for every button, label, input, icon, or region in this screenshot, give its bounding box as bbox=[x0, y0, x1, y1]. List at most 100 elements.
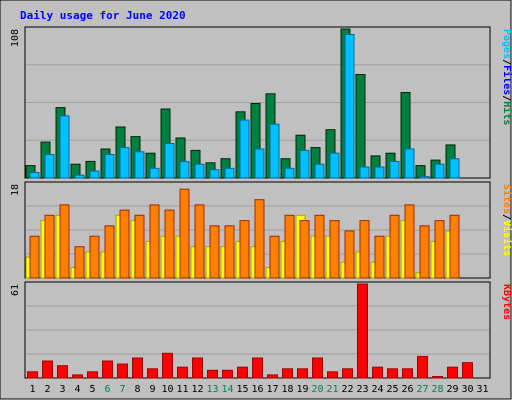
bar-files bbox=[104, 154, 115, 179]
bar-kbytes bbox=[402, 368, 413, 379]
bar-sites bbox=[44, 214, 55, 279]
bar-sites bbox=[224, 225, 235, 279]
side-label-part: KBytes bbox=[501, 284, 512, 320]
panel-side-label: Pages/Files/Hits bbox=[501, 29, 512, 125]
x-tick-label: 13 bbox=[206, 384, 218, 395]
x-tick-label: 18 bbox=[281, 384, 293, 395]
bar-sites bbox=[59, 204, 70, 279]
x-axis-labels: 1 2 3 4 5 6 7 8 9 10 11 12 13 14 15 16 17 18 19 20 21 22 23 24 2… bbox=[29, 384, 488, 395]
bar-files bbox=[74, 174, 85, 179]
bar-sites bbox=[329, 220, 340, 279]
x-tick-label: 22 bbox=[341, 384, 353, 395]
x-tick-label: 7 bbox=[119, 384, 125, 395]
bar-kbytes bbox=[162, 352, 173, 379]
bar-files bbox=[254, 148, 265, 179]
x-tick-label: 5 bbox=[89, 384, 95, 395]
bar-sites bbox=[299, 220, 310, 279]
panel-kbytes: 61 KBytes bbox=[10, 281, 512, 379]
bar-files bbox=[374, 166, 385, 179]
bar-files bbox=[299, 149, 310, 179]
bar-files bbox=[329, 152, 340, 179]
bar-kbytes bbox=[432, 376, 443, 379]
bar-kbytes bbox=[222, 369, 233, 379]
bar-sites bbox=[374, 235, 385, 279]
x-tick-label: 23 bbox=[356, 384, 368, 395]
x-tick-label: 2 bbox=[44, 384, 50, 395]
chart-panels: 108 Pages/Files/Hits 18 Sites/Visits 61 KByte… bbox=[10, 26, 512, 379]
bar-kbytes bbox=[147, 368, 158, 379]
bar-files bbox=[134, 151, 145, 179]
panel-max-label: 61 bbox=[10, 284, 21, 296]
bar-kbytes bbox=[252, 357, 263, 379]
bar-files bbox=[194, 163, 205, 179]
x-tick-label: 4 bbox=[74, 384, 80, 395]
bar-sites bbox=[89, 235, 100, 279]
bar-sites bbox=[194, 204, 205, 279]
bar-hits bbox=[355, 74, 366, 179]
bar-kbytes bbox=[132, 357, 143, 379]
bar-files bbox=[314, 163, 325, 179]
x-tick-label: 28 bbox=[431, 384, 443, 395]
x-tick-label: 27 bbox=[416, 384, 428, 395]
x-tick-label: 19 bbox=[296, 384, 308, 395]
bar-files bbox=[59, 115, 70, 179]
bar-kbytes bbox=[87, 371, 98, 379]
bar-files bbox=[239, 119, 250, 179]
side-label-part: Sites bbox=[501, 184, 512, 214]
x-tick-label: 14 bbox=[221, 384, 233, 395]
bar-kbytes bbox=[117, 363, 128, 379]
bar-files bbox=[164, 143, 175, 179]
bar-kbytes bbox=[267, 374, 278, 379]
bar-files bbox=[269, 123, 280, 179]
bar-files bbox=[449, 158, 460, 179]
x-tick-label: 25 bbox=[386, 384, 398, 395]
bar-sites bbox=[449, 214, 460, 279]
bar-sites bbox=[134, 214, 145, 279]
bar-kbytes bbox=[282, 368, 293, 379]
chart-title: Daily usage for June 2020 bbox=[20, 9, 186, 22]
bar-kbytes bbox=[177, 366, 188, 379]
bar-kbytes bbox=[327, 371, 338, 379]
bar-sites bbox=[389, 214, 400, 279]
bar-files bbox=[284, 167, 295, 179]
bar-kbytes bbox=[72, 374, 83, 379]
bar-kbytes bbox=[417, 355, 428, 379]
bar-kbytes bbox=[102, 360, 113, 379]
bar-sites bbox=[209, 225, 220, 279]
panel-max-label: 108 bbox=[10, 29, 21, 47]
side-label-part: Pages bbox=[501, 29, 512, 59]
x-tick-label: 8 bbox=[134, 384, 140, 395]
bar-sites bbox=[269, 235, 280, 279]
bar-kbytes bbox=[192, 357, 203, 379]
bar-files bbox=[149, 167, 160, 179]
bar-sites bbox=[104, 225, 115, 279]
panel-hits-files: 108 Pages/Files/Hits bbox=[10, 26, 512, 179]
x-tick-label: 12 bbox=[191, 384, 203, 395]
side-label-part: / bbox=[501, 214, 512, 220]
x-tick-label: 1 bbox=[29, 384, 35, 395]
bar-kbytes bbox=[447, 366, 458, 379]
bar-files bbox=[209, 169, 220, 179]
bar-sites bbox=[359, 220, 370, 279]
bar-sites bbox=[119, 209, 130, 279]
panel-visits-sites: 18 Sites/Visits bbox=[10, 181, 512, 279]
x-tick-label: 21 bbox=[326, 384, 338, 395]
panel-side-label: Sites/Visits bbox=[501, 184, 512, 256]
bar-sites bbox=[179, 188, 190, 279]
bar-sites bbox=[419, 225, 430, 279]
x-tick-label: 11 bbox=[176, 384, 188, 395]
x-tick-label: 17 bbox=[266, 384, 278, 395]
bar-sites bbox=[239, 220, 250, 279]
bar-kbytes bbox=[297, 368, 308, 379]
x-tick-label: 26 bbox=[401, 384, 413, 395]
bar-files bbox=[224, 167, 235, 179]
x-tick-label: 20 bbox=[311, 384, 323, 395]
x-tick-label: 24 bbox=[371, 384, 383, 395]
bar-files bbox=[389, 160, 400, 179]
side-label-part: Visits bbox=[501, 220, 512, 256]
bar-files bbox=[344, 34, 355, 179]
bar-files bbox=[179, 160, 190, 179]
x-tick-label: 9 bbox=[149, 384, 155, 395]
bar-sites bbox=[149, 204, 160, 279]
